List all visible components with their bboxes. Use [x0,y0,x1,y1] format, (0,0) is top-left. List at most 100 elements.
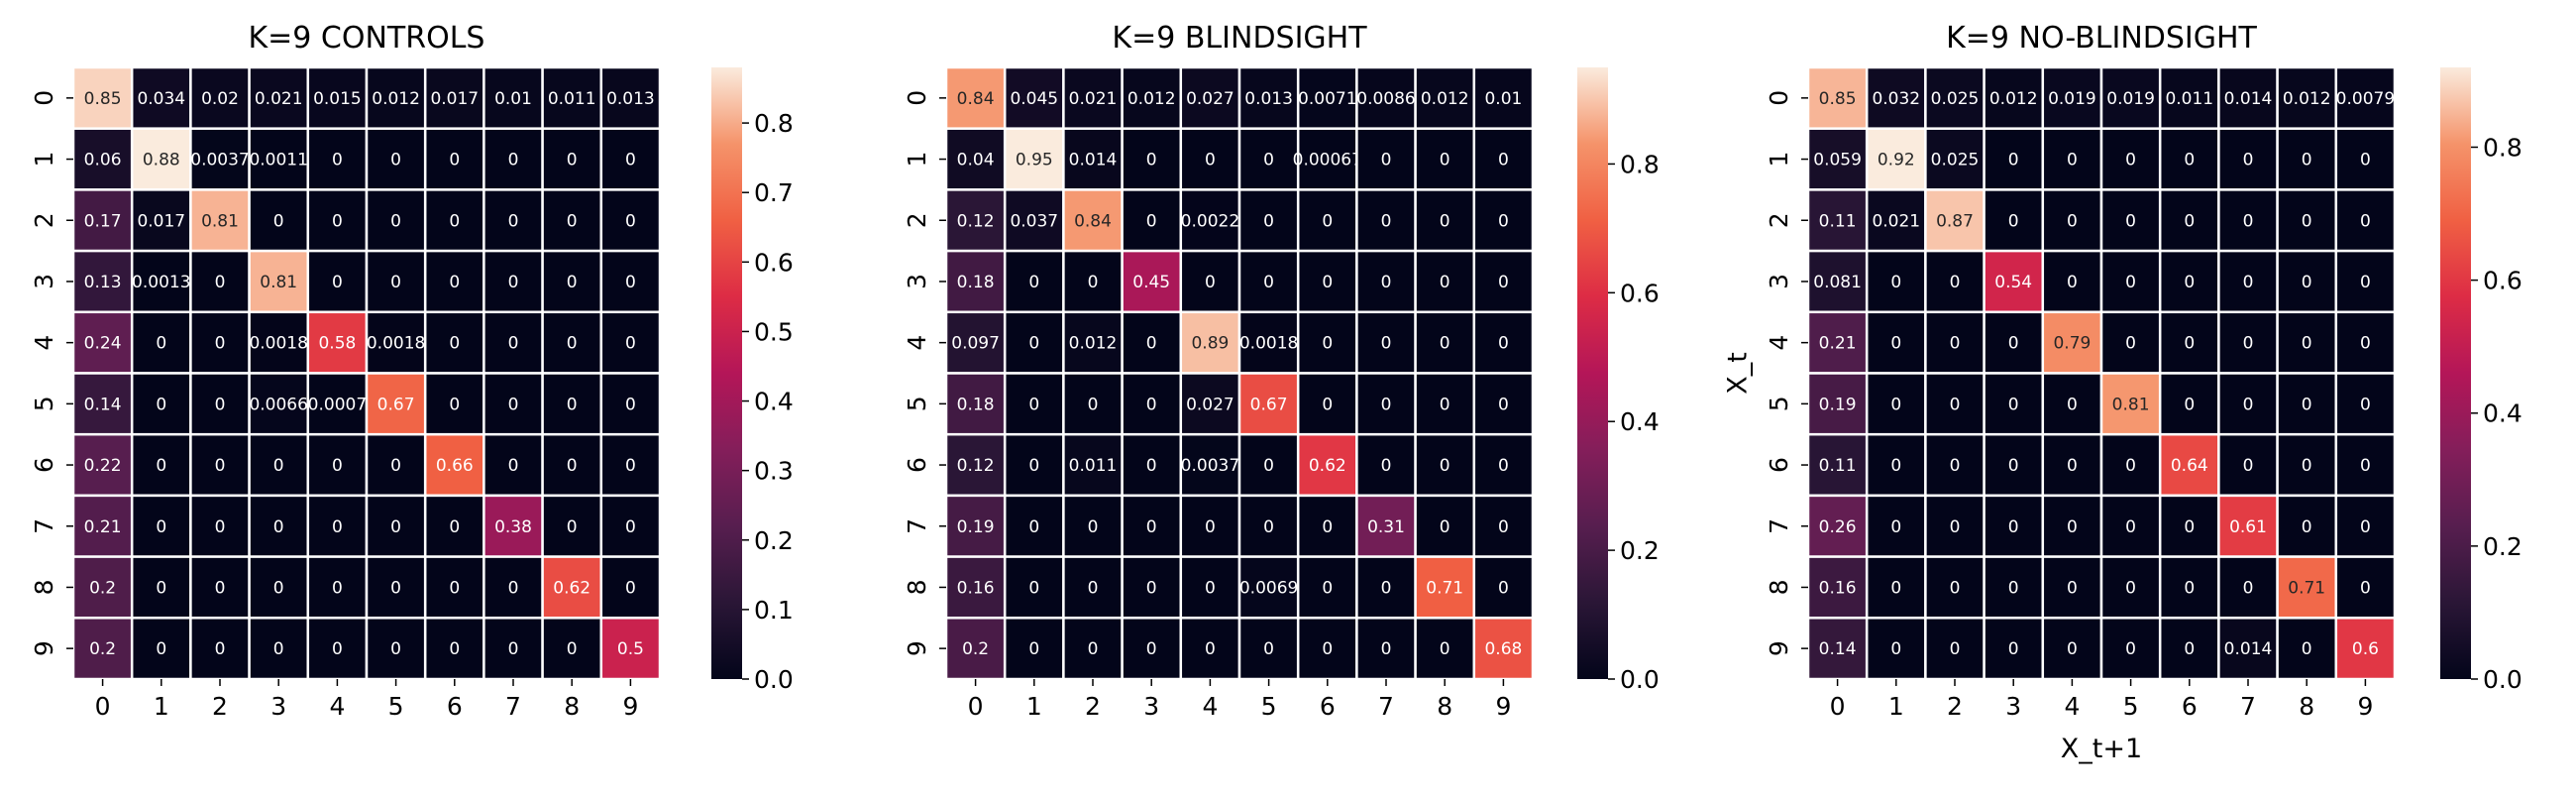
cell-label: 0 [567,639,578,659]
cell-label: 0.06 [84,151,122,171]
y-tick-label: 6 [1765,457,1793,473]
cell-label: 0.61 [2229,517,2267,537]
heatmap-cell-r1-c7 [2217,127,2279,191]
heatmap-cell-r9-c6 [1296,617,1358,681]
y-tick-label: 2 [30,212,58,228]
cell-label: 0.71 [2288,578,2325,598]
cell-label: 0 [2243,456,2254,476]
cell-label: 0 [1205,578,1216,598]
heatmap-cell-r2-c8 [541,188,603,253]
heatmap-cell-r2-c0 [1806,188,1869,253]
cell-label: 0.0018 [1239,334,1298,354]
cell-label: 0 [1440,639,1450,659]
heatmap-cell-r9-c2 [1924,617,1986,681]
heatmap-cell-r8-c9 [2334,555,2397,620]
cell-label: 0 [1205,151,1216,171]
y-tick-label: 7 [30,518,58,534]
cell-label: 0 [1088,273,1099,292]
heatmap-cell-r8-c5 [1237,555,1300,620]
cell-label: 0 [508,211,519,231]
cell-label: 0 [1381,334,1392,354]
cell-label: 0.89 [1191,334,1229,354]
y-tick-label: 1 [30,152,58,168]
cell-label: 0 [1146,211,1157,231]
cell-label: 0 [567,151,578,171]
cell-label: 0.0022 [1181,211,1239,231]
cell-label: 0 [449,151,460,171]
colorbar-tick-label: 0.7 [754,178,794,207]
heatmap-cell-r7-c2 [189,494,251,558]
cell-label: 0.0037 [1181,456,1239,476]
cell-label: 0 [2360,151,2371,171]
cell-label: 0.18 [957,273,995,292]
heatmap-cell-r6-c5 [2099,432,2162,498]
cell-label: 0 [2008,334,2019,354]
cell-label: 0 [1146,151,1157,171]
cell-label: 0.037 [1010,211,1058,231]
heatmap-cell-r8-c2 [1924,555,1986,620]
cell-label: 0 [390,639,401,659]
cell-label: 0.011 [548,89,596,109]
cell-label: 0.84 [957,89,995,109]
cell-label: 0 [1950,578,1961,598]
cell-label: 0 [2008,639,2019,659]
heatmap-cell-r0-c9 [599,65,662,130]
cell-label: 0.79 [2053,334,2091,354]
cell-label: 0 [1263,456,1274,476]
cell-label: 0.012 [1069,334,1118,354]
cell-label: 0 [2125,151,2136,171]
cell-label: 0 [625,211,636,231]
heatmap-cell-r5-c1 [1865,372,1927,436]
heatmap-cell-r7-c4 [306,494,369,558]
cell-label: 0.58 [318,334,356,354]
heatmap-cell-r7-c4 [2041,494,2103,558]
heatmap-cell-r5-c3 [248,372,310,436]
cell-label: 0.14 [84,395,122,414]
cell-label: 0.19 [957,517,995,537]
cell-label: 0 [332,456,343,476]
cell-label: 0.16 [957,578,995,598]
heatmap-cell-r1-c4 [2041,127,2103,191]
cell-label: 0.2 [89,639,116,659]
cell-label: 0 [625,151,636,171]
colorbar-tick-label: 0.8 [2483,133,2522,162]
heatmap-cell-r4-c2 [1062,310,1124,375]
cell-label: 0.019 [2106,89,2155,109]
heatmap-cell-r1-c4 [1179,127,1241,191]
heatmap-cell-r1-c5 [365,127,427,191]
heatmap-cell-r7-c7 [483,494,544,558]
heatmap-cell-r0-c1 [1003,65,1065,130]
cell-label: 0 [1890,456,1901,476]
cell-label: 0.021 [1872,211,1920,231]
heatmap-cell-r1-c9 [1472,127,1535,191]
heatmap-cell-r8-c3 [1983,555,2045,620]
heatmap-cell-r8-c8 [541,555,603,620]
cell-label: 0.67 [1250,395,1288,414]
cell-label: 0 [1028,639,1039,659]
cell-label: 0.26 [1819,517,1857,537]
cell-label: 0 [1263,151,1274,171]
chart-title: K=9 BLINDSIGHT [1112,21,1367,56]
cell-label: 0 [1498,456,1509,476]
heatmap-cell-r6-c9 [2334,432,2397,498]
cell-label: 0.88 [143,151,180,171]
heatmap-cell-r6-c8 [2276,432,2338,498]
x-tick-label: 1 [1026,692,1042,721]
y-tick-label: 3 [30,274,58,289]
cell-label: 0.12 [957,211,995,231]
heatmap-cell-r5-c4 [306,372,369,436]
cell-label: 0 [567,456,578,476]
heatmap-cell-r8-c6 [423,555,485,620]
cell-label: 0 [2008,578,2019,598]
heatmap-cell-r7-c6 [1296,494,1358,558]
cell-label: 0 [508,395,519,414]
cell-label: 0.0066 [249,395,307,414]
heatmap-cell-r2-c4 [2041,188,2103,253]
cell-label: 0 [1322,517,1333,537]
cell-label: 0 [332,273,343,292]
cell-label: 0 [2067,273,2078,292]
cell-label: 0.021 [255,89,303,109]
heatmap-cell-r9-c3 [1121,617,1183,681]
heatmap-cell-r8-c7 [2217,555,2279,620]
cell-label: 0 [1263,211,1274,231]
